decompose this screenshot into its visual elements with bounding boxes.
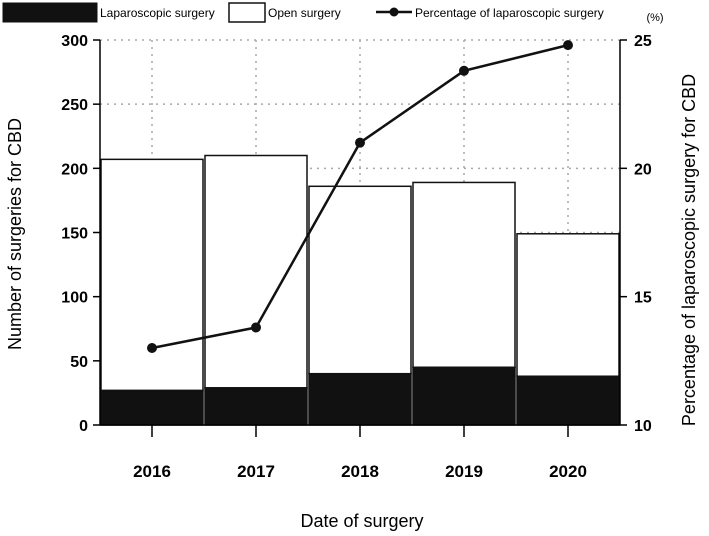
bar-laparoscopic-surgery-2020 (516, 375, 620, 426)
legend-marker-percentage (389, 7, 399, 17)
y-tick-label: 50 (70, 354, 88, 371)
percentage-point-2018 (355, 137, 365, 148)
bar-laparoscopic-surgery-2016 (100, 389, 204, 426)
y2-tick-label: 15 (634, 290, 652, 307)
y2-axis-title: Percentage of laparoscopic surgery for C… (679, 74, 699, 426)
x-tick-label: 2017 (237, 462, 275, 481)
y-tick-label: 300 (61, 33, 88, 50)
bar-laparoscopic-surgery-2017 (204, 387, 308, 426)
legend-label-open: Open surgery (268, 6, 341, 20)
bar-open-surgery-2019 (412, 181, 516, 368)
percentage-line (147, 40, 573, 353)
x-tick-label: 2020 (549, 462, 587, 481)
percentage-point-2016 (147, 343, 157, 353)
legend-label-laparoscopic: Laparoscopic surgery (100, 6, 215, 20)
bar-laparoscopic-surgery-2018 (308, 372, 412, 426)
x-tick-label: 2018 (341, 462, 379, 481)
y-tick-label: 200 (61, 161, 88, 178)
y-tick-label: 100 (61, 290, 88, 307)
y-tick-label: 250 (61, 97, 88, 114)
y2-tick-label: 20 (634, 161, 652, 178)
percentage-point-2017 (251, 322, 261, 333)
y-tick-label: 150 (61, 226, 88, 243)
y2-tick-label: 25 (634, 33, 652, 50)
right-axis-unit: (%) (646, 12, 663, 24)
y-tick-label: 0 (79, 418, 88, 435)
percentage-point-2019 (459, 65, 469, 76)
bar-laparoscopic-surgery-2019 (412, 366, 516, 426)
bar-open-surgery-2016 (100, 158, 204, 392)
legend-label-percentage: Percentage of laparoscopic surgery (415, 6, 604, 20)
legend-swatch-laparoscopic (2, 2, 98, 23)
percentage-point-2020 (563, 40, 573, 51)
axes: 0 50 100 150 200 250 300 10 15 20 25 2016 2017 2018 20… (61, 33, 652, 481)
y2-tick-label: 10 (634, 418, 652, 435)
x-tick-label: 2019 (445, 462, 483, 481)
legend-swatch-open (228, 2, 266, 23)
y-axis-title: Number of surgeries for CBD (5, 118, 25, 350)
bar-open-surgery-2018 (308, 185, 412, 375)
legend: Laparoscopic surgery Open surgery Percenta… (2, 2, 604, 23)
bars (100, 154, 620, 426)
bar-open-surgery-2017 (204, 154, 308, 389)
bar-open-surgery-2020 (516, 233, 620, 377)
x-axis-title: Date of surgery (300, 511, 423, 531)
x-tick-label: 2016 (133, 462, 171, 481)
